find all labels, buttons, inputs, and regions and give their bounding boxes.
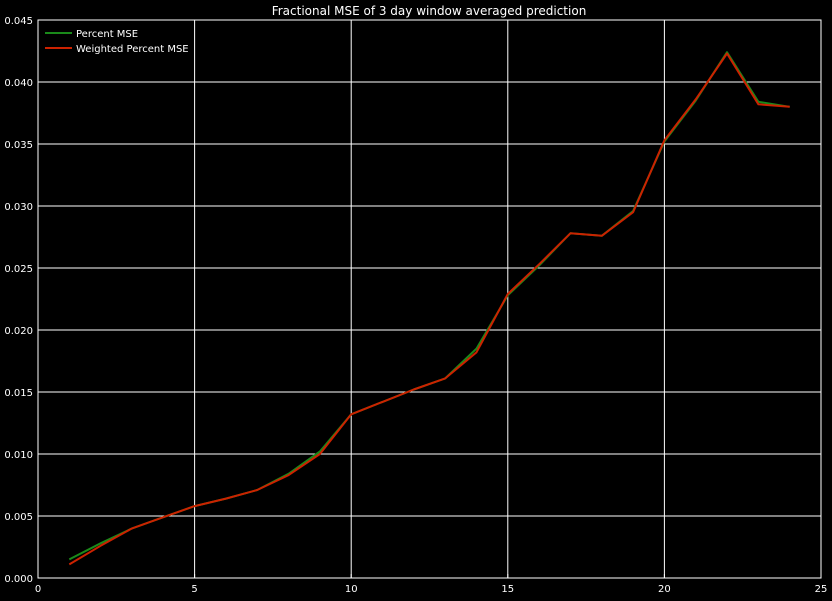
- y-tick-label: 0.035: [4, 140, 33, 151]
- y-tick-label: 0.045: [4, 16, 33, 27]
- chart-title: Fractional MSE of 3 day window averaged …: [272, 4, 587, 18]
- series-lines: [68, 51, 790, 566]
- y-tick-label: 0.015: [4, 388, 33, 399]
- x-tick-label: 15: [501, 584, 514, 595]
- x-tick-label: 5: [191, 584, 197, 595]
- y-tick-label: 0.025: [4, 264, 33, 275]
- x-tick-label: 10: [345, 584, 358, 595]
- x-tick-label: 25: [815, 584, 828, 595]
- plot-frame: [37, 19, 822, 579]
- x-tick-label: 0: [35, 584, 41, 595]
- x-tick-label: 20: [658, 584, 671, 595]
- legend: Percent MSE Weighted Percent MSE: [45, 29, 189, 55]
- y-tick-label: 0.005: [4, 512, 33, 523]
- legend-label: Percent MSE: [76, 29, 138, 40]
- y-tick-label: 0.030: [4, 202, 33, 213]
- axis-ticks: 0 5 10 15 20 25 0.000 0.005 0.010 0.015 0.020 0.025…: [4, 16, 827, 595]
- series-line-weighted-percent-mse: [68, 52, 790, 566]
- y-tick-label: 0.040: [4, 78, 33, 89]
- legend-label: Weighted Percent MSE: [76, 44, 189, 55]
- y-tick-label: 0.020: [4, 326, 33, 337]
- y-tick-label: 0.000: [4, 574, 33, 585]
- y-tick-label: 0.010: [4, 450, 33, 461]
